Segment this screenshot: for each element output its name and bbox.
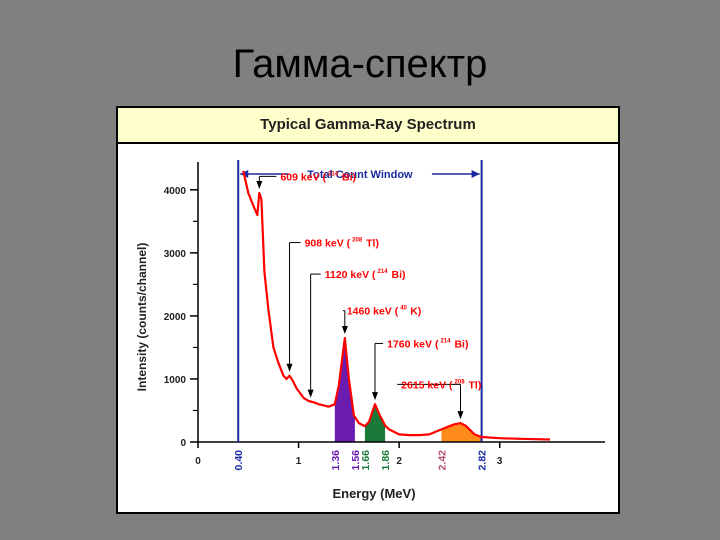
y-tick-label: 4000 <box>164 186 187 197</box>
annotation-isotope-element: Bi) <box>342 171 356 183</box>
energy-boundary-label: 1.86 <box>380 450 392 471</box>
annotation-arrowhead <box>307 389 314 398</box>
energy-boundary-label: 1.66 <box>360 450 372 471</box>
annotation-isotope-mass: 208 <box>455 379 466 385</box>
energy-region-0 <box>334 338 355 442</box>
annotation-isotope-element: K) <box>410 306 421 318</box>
annotation-arrowhead <box>457 411 464 420</box>
energy-region-2 <box>441 423 482 442</box>
energy-region-1 <box>364 404 386 442</box>
annotation-label-1: 908 keV ( <box>305 238 351 250</box>
x-axis-label: Energy (MeV) <box>332 486 415 501</box>
energy-boundary-label: 2.42 <box>436 450 448 471</box>
x-tick-label: 2 <box>396 456 402 467</box>
window-label-bg <box>287 165 432 181</box>
annotation-isotope-element: Tl) <box>469 379 482 391</box>
annotation-isotope-mass: 214 <box>378 269 389 275</box>
y-tick-label: 2000 <box>164 312 187 323</box>
annotation-isotope-element: Bi) <box>454 338 468 350</box>
annotation-label-4: 1760 keV ( <box>387 338 439 350</box>
annotation-label-3: 1460 keV ( <box>347 306 399 318</box>
window-arrow-right <box>471 170 480 178</box>
spectrum-figure: Typical Gamma-Ray Spectrum 0 1000 2000 3000… <box>116 106 620 514</box>
annotation-isotope-mass: 214 <box>328 171 339 177</box>
annotation-isotope-mass: 40 <box>400 306 407 312</box>
annotation-arrowhead <box>372 392 379 401</box>
annotation-arrowhead <box>286 363 293 372</box>
annotation-isotope-mass: 214 <box>440 338 451 344</box>
y-tick-label: 1000 <box>164 375 187 386</box>
energy-boundary-label: 1.36 <box>330 450 342 471</box>
energy-boundary-label: 0.40 <box>233 450 245 471</box>
x-tick-label: 3 <box>497 456 503 467</box>
energy-boundary-label: 1.56 <box>350 450 362 471</box>
x-tick-label: 0 <box>195 456 201 467</box>
slide-title: Гамма-спектр <box>232 42 488 86</box>
annotation-label-2: 1120 keV ( <box>325 269 376 281</box>
spectrum-line <box>242 170 551 441</box>
window-label: Total Count Window <box>307 169 413 181</box>
annotation-label-0: 609 keV ( <box>280 171 326 183</box>
annotation-label-5: 2615 keV ( <box>401 379 453 391</box>
energy-boundary-label: 2.82 <box>477 450 489 471</box>
y-axis-label: Intensity (counts/channel) <box>135 243 149 392</box>
annotation-isotope-element: Tl) <box>366 238 379 250</box>
annotation-arrowhead <box>256 180 263 189</box>
spectrum-chart: 0 1000 2000 3000 4000 0 1 2 3 Energy (MeV) Intensi… <box>135 160 605 501</box>
annotation-isotope-mass: 208 <box>352 238 363 244</box>
chart-title-bar: Typical Gamma-Ray Spectrum <box>118 108 618 144</box>
x-tick-label: 1 <box>296 456 302 467</box>
y-tick-label: 0 <box>180 438 186 449</box>
annotation-isotope-element: Bi) <box>392 269 406 281</box>
annotation-arrowhead <box>341 325 348 334</box>
y-tick-label: 3000 <box>164 249 187 260</box>
chart-title: Typical Gamma-Ray Spectrum <box>260 116 476 133</box>
